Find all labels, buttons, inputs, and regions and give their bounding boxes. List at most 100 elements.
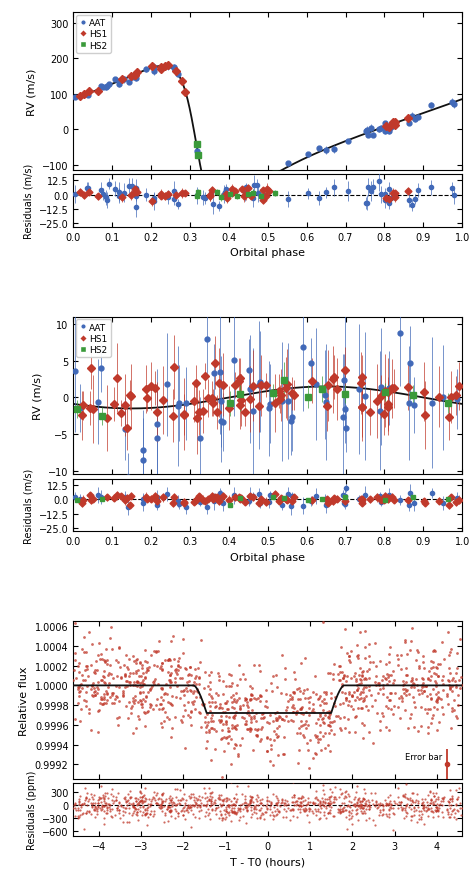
Point xyxy=(137,697,145,711)
Point xyxy=(419,801,427,815)
Point xyxy=(385,807,392,821)
Point xyxy=(288,802,295,817)
Point xyxy=(125,670,132,684)
Point xyxy=(254,729,261,743)
Point xyxy=(197,796,205,810)
Point xyxy=(233,788,240,802)
Point xyxy=(360,799,367,813)
Point xyxy=(257,710,264,724)
Point xyxy=(244,722,251,736)
Point xyxy=(260,709,267,723)
Point xyxy=(79,796,86,810)
Point xyxy=(357,702,365,716)
Point xyxy=(325,805,333,819)
Point xyxy=(440,683,447,697)
Point xyxy=(324,706,331,720)
Point xyxy=(147,794,155,808)
Point xyxy=(419,655,427,669)
Point xyxy=(143,705,151,719)
Point xyxy=(310,796,318,810)
Point xyxy=(153,795,161,810)
Point xyxy=(244,722,252,736)
Point xyxy=(219,705,226,719)
Point xyxy=(427,794,434,808)
Point xyxy=(176,797,184,811)
Point xyxy=(71,663,78,677)
Point xyxy=(131,693,138,707)
Point xyxy=(192,797,200,811)
Point xyxy=(174,654,182,668)
Point xyxy=(338,686,346,700)
Point xyxy=(228,668,235,682)
Point xyxy=(372,659,380,673)
Point xyxy=(233,695,240,709)
Point xyxy=(83,659,91,673)
Point xyxy=(100,804,108,818)
Point xyxy=(329,667,337,681)
Point xyxy=(376,795,384,810)
Point xyxy=(272,795,280,810)
Point xyxy=(176,782,184,796)
Point xyxy=(280,802,288,817)
Point xyxy=(82,699,90,713)
Point xyxy=(273,713,280,727)
Point xyxy=(225,724,233,738)
Point xyxy=(440,790,447,804)
Point xyxy=(322,792,329,806)
Point xyxy=(400,788,407,802)
Point xyxy=(300,708,307,722)
Point xyxy=(433,702,441,716)
Point xyxy=(390,665,397,679)
Point xyxy=(233,718,241,732)
Point xyxy=(237,702,244,716)
Point xyxy=(138,790,146,804)
Point xyxy=(397,662,404,676)
Point xyxy=(168,689,176,703)
Point xyxy=(309,702,317,716)
Point xyxy=(397,648,405,662)
Point xyxy=(91,802,99,817)
Point xyxy=(218,799,225,813)
Point xyxy=(417,683,424,697)
Point xyxy=(71,646,78,660)
Point xyxy=(282,810,290,824)
Point xyxy=(193,684,201,698)
Point xyxy=(302,714,310,728)
Point xyxy=(287,713,295,727)
Point xyxy=(113,690,120,704)
Point xyxy=(200,798,208,812)
Point xyxy=(137,793,145,807)
Point xyxy=(196,793,204,807)
Point xyxy=(403,806,410,820)
Point xyxy=(230,797,238,811)
Point xyxy=(358,702,366,716)
Point xyxy=(399,788,407,802)
Point xyxy=(330,714,338,728)
Point xyxy=(243,801,251,815)
Point xyxy=(141,592,148,606)
Point xyxy=(231,722,238,736)
Point xyxy=(353,795,360,809)
Point xyxy=(93,807,101,821)
Point xyxy=(302,705,310,719)
Point xyxy=(379,687,386,701)
Point xyxy=(133,675,140,689)
Point xyxy=(420,684,428,698)
Point xyxy=(250,691,257,705)
Point xyxy=(407,674,414,688)
Point xyxy=(363,665,370,679)
Point xyxy=(82,791,90,805)
Point xyxy=(71,616,78,630)
Point xyxy=(451,810,458,824)
Point xyxy=(379,803,386,817)
Y-axis label: Residuals (ppm): Residuals (ppm) xyxy=(27,770,36,849)
Point xyxy=(153,644,160,658)
Point xyxy=(195,804,203,818)
Point xyxy=(273,668,280,682)
Point xyxy=(89,792,96,806)
Point xyxy=(273,802,281,816)
Point xyxy=(415,662,423,676)
Point xyxy=(402,809,410,823)
Point xyxy=(312,730,320,744)
Point xyxy=(360,804,367,818)
